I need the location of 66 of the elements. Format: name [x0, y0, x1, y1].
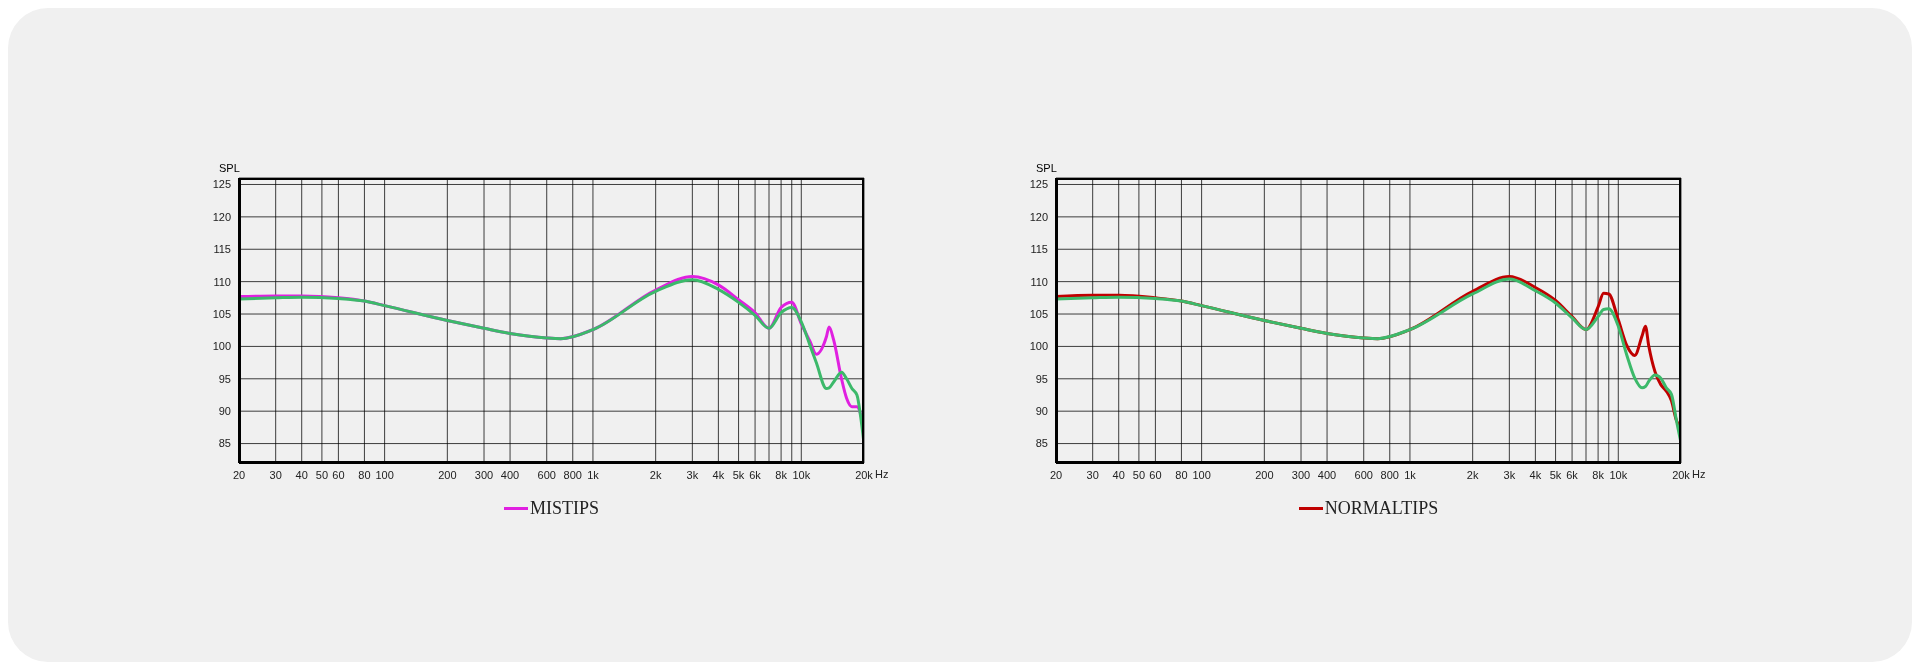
- x-tick-label: 8k: [775, 468, 788, 481]
- x-tick-label: 800: [1380, 468, 1399, 481]
- y-tick-label: 100: [1029, 340, 1048, 353]
- y-axis-title: SPL: [219, 162, 240, 174]
- x-tick-label: 10k: [792, 468, 811, 481]
- y-tick-label: 110: [213, 275, 231, 288]
- x-tick-label: 20: [1049, 468, 1063, 481]
- x-tick-label: 60: [1149, 468, 1162, 481]
- x-tick-label: 80: [358, 468, 371, 481]
- x-tick-label: 10k: [1609, 468, 1628, 481]
- x-tick-label: 60: [332, 468, 345, 481]
- x-tick-label: 5k: [1549, 468, 1562, 481]
- y-tick-label: 105: [212, 307, 231, 320]
- y-tick-label: 115: [213, 243, 231, 256]
- y-tick-label: 115: [1030, 243, 1048, 256]
- x-tick-label: 300: [1291, 468, 1311, 481]
- x-tick-label: 300: [474, 468, 494, 481]
- x-tick-label: 20k: [1672, 468, 1691, 481]
- y-tick-label: 105: [1029, 307, 1048, 320]
- x-tick-label: 1k: [1404, 468, 1417, 481]
- x-tick-label: 4k: [712, 468, 725, 481]
- y-tick-label: 95: [1035, 372, 1048, 385]
- y-tick-label: 95: [218, 372, 231, 385]
- x-tick-label: 4k: [1529, 468, 1542, 481]
- x-tick-label: 100: [1192, 468, 1211, 481]
- x-tick-label: 3k: [686, 468, 699, 481]
- y-axis-title: SPL: [1036, 162, 1057, 174]
- x-tick-label: 20: [232, 468, 246, 481]
- x-tick-label: 200: [438, 468, 457, 481]
- x-tick-label: 2k: [1466, 468, 1479, 481]
- x-tick-label: 6k: [749, 468, 762, 481]
- x-tick-label: 40: [1112, 468, 1125, 481]
- y-tick-label: 90: [1035, 405, 1048, 418]
- y-tick-label: 120: [212, 210, 231, 223]
- x-tick-label: 40: [295, 468, 308, 481]
- x-tick-label: 1k: [587, 468, 600, 481]
- x-tick-label: 8k: [1592, 468, 1605, 481]
- x-tick-label: 800: [563, 468, 582, 481]
- x-tick-label: 400: [500, 468, 520, 481]
- x-tick-label: 30: [1086, 468, 1099, 481]
- y-tick-label: 125: [212, 178, 231, 191]
- x-tick-label: 3k: [1503, 468, 1516, 481]
- x-tick-label: 6k: [1566, 468, 1579, 481]
- y-tick-label: 110: [1030, 275, 1048, 288]
- y-tick-label: 120: [1029, 210, 1048, 223]
- legend-label: MISTIPS: [529, 498, 600, 519]
- x-tick-label: 600: [537, 468, 556, 481]
- x-tick-label: 30: [269, 468, 282, 481]
- x-tick-label: 2k: [649, 468, 662, 481]
- x-tick-label: 600: [1354, 468, 1373, 481]
- legend-label: NORMALTIPS: [1324, 498, 1439, 519]
- x-tick-label: 5k: [732, 468, 745, 481]
- x-axis-title: Hz: [1692, 468, 1706, 480]
- y-tick-label: 85: [218, 437, 231, 450]
- x-tick-label: 100: [375, 468, 394, 481]
- y-tick-label: 85: [1035, 437, 1048, 450]
- x-axis-title: Hz: [875, 468, 889, 480]
- x-tick-label: 50: [315, 468, 329, 481]
- y-tick-label: 90: [218, 405, 231, 418]
- x-tick-label: 80: [1175, 468, 1188, 481]
- y-tick-label: 125: [1029, 178, 1048, 191]
- y-tick-label: 100: [212, 340, 231, 353]
- x-tick-label: 200: [1255, 468, 1274, 481]
- x-tick-label: 20k: [855, 468, 874, 481]
- x-tick-label: 50: [1132, 468, 1146, 481]
- x-tick-label: 400: [1317, 468, 1337, 481]
